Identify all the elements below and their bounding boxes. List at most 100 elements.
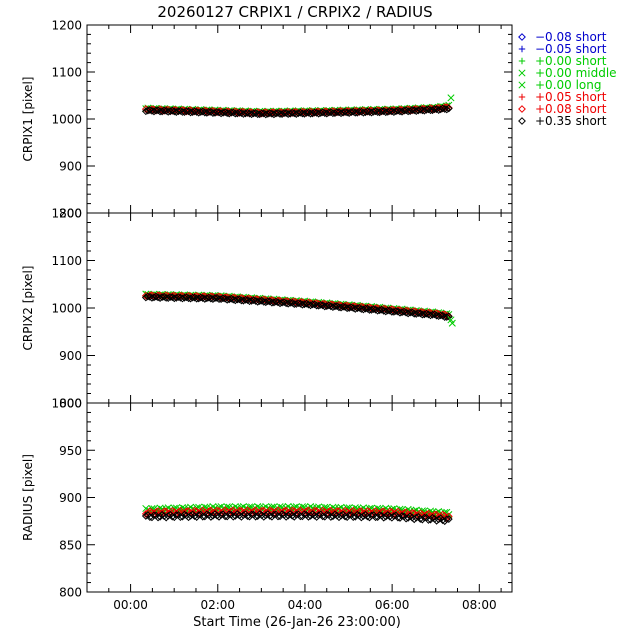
- data-point: [320, 302, 329, 311]
- data-point: [235, 108, 244, 117]
- y-tick-label: 900: [59, 349, 82, 363]
- data-point: [209, 109, 217, 117]
- data-point: [337, 109, 345, 118]
- data-point: [408, 106, 417, 114]
- data-point: [188, 508, 197, 517]
- data-point: [172, 511, 181, 520]
- data-point: [231, 109, 240, 118]
- data-point: [298, 503, 306, 511]
- data-point: [337, 303, 345, 312]
- data-point: [444, 312, 453, 321]
- data-point: [430, 510, 439, 519]
- y-tick-label: 950: [59, 444, 82, 458]
- data-point: [156, 512, 164, 521]
- data-point: [152, 106, 160, 115]
- data-point: [263, 508, 272, 517]
- data-point: [363, 507, 372, 515]
- data-point: [379, 304, 388, 313]
- data-point: [223, 295, 232, 304]
- legend-label: +0.00 long: [535, 78, 602, 92]
- data-point: [375, 108, 384, 117]
- data-point: [253, 297, 262, 306]
- data-point: [310, 300, 319, 309]
- legend-entry: +0.08 short: [518, 102, 607, 116]
- data-point: [385, 106, 394, 115]
- data-point: [235, 506, 244, 515]
- data-point: [150, 511, 158, 520]
- data-point: [257, 296, 266, 305]
- data-point: [247, 510, 256, 519]
- data-point: [359, 108, 368, 117]
- data-point: [184, 294, 193, 303]
- data-point: [288, 108, 297, 117]
- data-point: [223, 503, 231, 511]
- panel-1: 800 900 1000 1100 1200 CRPIX1 [pixel]: [21, 19, 513, 221]
- data-point: [229, 293, 238, 302]
- data-point: [447, 94, 455, 102]
- data-point: [200, 512, 209, 521]
- data-point: [188, 293, 197, 302]
- data-point: [432, 309, 441, 318]
- data-point: [371, 107, 380, 116]
- y-tick-label: 1000: [51, 302, 82, 316]
- data-point: [310, 108, 319, 117]
- data-point: [160, 507, 169, 516]
- data-point: [353, 108, 362, 117]
- data-point: [306, 109, 315, 118]
- y-tick-label: 1100: [51, 66, 82, 80]
- y-tick-label: 900: [59, 491, 82, 505]
- data-point: [318, 108, 327, 117]
- data-point: [377, 507, 386, 516]
- data-point: [267, 298, 276, 307]
- data-point: [400, 307, 408, 316]
- y-tick-label: 850: [59, 538, 82, 552]
- data-point: [298, 109, 307, 118]
- data-point: [404, 107, 413, 116]
- x-tick-label: 06:00: [375, 598, 410, 612]
- legend-entry: +0.05 short: [518, 90, 607, 104]
- data-point: [345, 109, 354, 117]
- data-point: [412, 513, 421, 522]
- data-point: [418, 106, 427, 115]
- data-point: [225, 109, 234, 118]
- data-point: [367, 108, 376, 117]
- data-point: [310, 506, 319, 515]
- data-point: [343, 304, 352, 313]
- data-point: [306, 301, 315, 310]
- data-point: [168, 106, 177, 115]
- data-point: [398, 107, 406, 116]
- data-point: [300, 510, 309, 519]
- data-point: [235, 295, 244, 304]
- data-point: [211, 294, 219, 302]
- legend-entry: −0.08 short: [518, 30, 607, 44]
- data-point: [410, 309, 419, 318]
- y-tick-label: 1000: [51, 113, 82, 127]
- y-tick-label: 800: [59, 586, 82, 600]
- panel-1-frame: [86, 24, 513, 214]
- data-point: [426, 311, 435, 320]
- data-point: [406, 107, 415, 116]
- legend: −0.08 short−0.05 short+0.00 short+0.00 m…: [518, 30, 617, 128]
- data-point: [263, 297, 272, 306]
- data-point: [192, 294, 201, 303]
- data-point: [249, 296, 258, 305]
- data-point: [280, 298, 289, 307]
- data-point: [408, 308, 417, 317]
- x-tick-labels: 00:00 02:00 04:00 06:00 08:00: [113, 598, 496, 612]
- data-point: [414, 309, 423, 317]
- data-point: [243, 108, 252, 117]
- data-point: [213, 107, 221, 116]
- data-point: [322, 510, 331, 519]
- data-point: [302, 507, 311, 516]
- data-point: [284, 110, 293, 118]
- data-point: [223, 109, 232, 117]
- data-point: [200, 108, 209, 117]
- y-tick-label: 800: [59, 397, 82, 411]
- data-point: [160, 292, 169, 301]
- data-point: [190, 107, 199, 116]
- chart-panels: 800 900 1000 1100 1200 CRPIX1 [pixel] 800 900 10…: [21, 19, 513, 612]
- data-point: [422, 309, 431, 318]
- panel-1-markers: [141, 94, 455, 119]
- data-point: [351, 512, 360, 521]
- data-point: [276, 503, 284, 511]
